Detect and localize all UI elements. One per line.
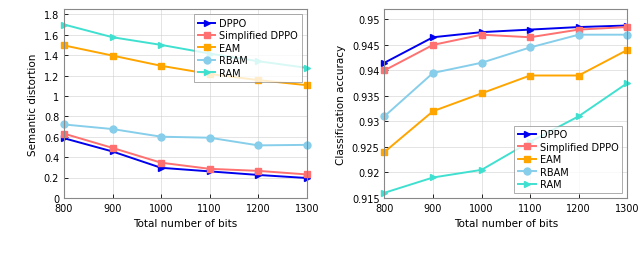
X-axis label: Total number of bits: Total number of bits [454, 218, 558, 228]
Simplified DPPO [623, 26, 631, 29]
RAM [623, 82, 631, 85]
Line: EAM: EAM [381, 47, 630, 156]
Line: DPPO: DPPO [61, 135, 310, 182]
Simplified DPPO [157, 162, 165, 165]
Y-axis label: Classification accuracy: Classification accuracy [336, 44, 346, 164]
DPPO [157, 167, 165, 170]
EAM [303, 84, 310, 87]
Line: EAM: EAM [61, 43, 310, 89]
EAM [429, 110, 437, 113]
EAM [157, 65, 165, 68]
DPPO [575, 26, 582, 29]
Simplified DPPO [60, 133, 68, 136]
EAM [623, 49, 631, 52]
RBAM [109, 128, 116, 131]
EAM [575, 75, 582, 78]
DPPO [60, 137, 68, 140]
Line: Simplified DPPO: Simplified DPPO [61, 131, 310, 178]
RAM [157, 44, 165, 47]
Line: RBAM: RBAM [61, 121, 310, 149]
DPPO [623, 25, 631, 28]
EAM [254, 79, 262, 82]
RBAM [254, 144, 262, 147]
RAM [381, 192, 388, 195]
DPPO [477, 31, 485, 35]
RBAM [206, 137, 214, 140]
Simplified DPPO [303, 173, 310, 176]
RAM [254, 60, 262, 64]
DPPO [254, 174, 262, 177]
RBAM [429, 72, 437, 75]
DPPO [109, 150, 116, 153]
RBAM [381, 115, 388, 118]
RBAM [526, 47, 534, 50]
EAM [381, 151, 388, 154]
Line: RBAM: RBAM [381, 32, 630, 120]
EAM [477, 92, 485, 96]
Line: RAM: RAM [381, 80, 630, 197]
Simplified DPPO [381, 70, 388, 73]
RAM [477, 169, 485, 172]
Simplified DPPO [477, 34, 485, 37]
Simplified DPPO [429, 44, 437, 47]
Y-axis label: Semantic distortion: Semantic distortion [28, 53, 38, 155]
Legend: DPPO, Simplified DPPO, EAM, RBAM, RAM: DPPO, Simplified DPPO, EAM, RBAM, RAM [515, 126, 622, 193]
Line: Simplified DPPO: Simplified DPPO [381, 24, 630, 75]
DPPO [526, 29, 534, 32]
DPPO [303, 177, 310, 180]
EAM [60, 45, 68, 48]
Line: RAM: RAM [61, 22, 310, 72]
EAM [526, 75, 534, 78]
RBAM [157, 136, 165, 139]
EAM [206, 73, 214, 76]
RAM [429, 176, 437, 179]
RBAM [60, 123, 68, 126]
Line: DPPO: DPPO [381, 23, 630, 67]
RAM [206, 53, 214, 56]
Simplified DPPO [526, 37, 534, 40]
RBAM [575, 34, 582, 37]
RAM [303, 67, 310, 70]
DPPO [206, 170, 214, 173]
RBAM [303, 144, 310, 147]
RAM [526, 141, 534, 144]
RAM [60, 24, 68, 27]
Simplified DPPO [575, 29, 582, 32]
RAM [575, 115, 582, 118]
RBAM [477, 62, 485, 65]
EAM [109, 55, 116, 58]
Simplified DPPO [206, 168, 214, 171]
X-axis label: Total number of bits: Total number of bits [133, 218, 237, 228]
DPPO [381, 62, 388, 65]
Legend: DPPO, Simplified DPPO, EAM, RBAM, RAM: DPPO, Simplified DPPO, EAM, RBAM, RAM [194, 15, 302, 82]
RBAM [623, 34, 631, 37]
DPPO [429, 37, 437, 40]
Simplified DPPO [109, 147, 116, 150]
Simplified DPPO [254, 170, 262, 173]
RAM [109, 37, 116, 40]
